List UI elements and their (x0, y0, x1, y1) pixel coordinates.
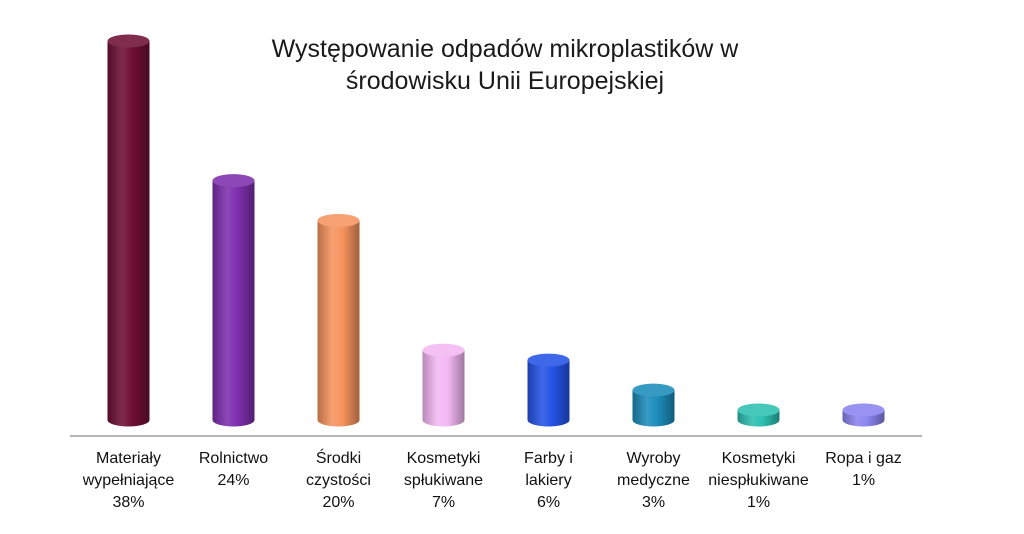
category-label-line: 1% (746, 494, 771, 511)
category-label-2: Środki czystości 20% (284, 448, 394, 514)
bar-5 (632, 383, 675, 427)
category-label-line: wypełniające (82, 472, 175, 489)
category-label-line: czystości (306, 472, 371, 489)
category-label-0: Materiały wypełniające 38% (74, 448, 184, 514)
bar-body (317, 220, 360, 427)
chart-title-line-1: Występowanie odpadów mikroplastików w (271, 35, 739, 63)
category-label-line: lakiery (525, 472, 572, 489)
category-label-line: 38% (112, 494, 145, 511)
bar-body (632, 390, 675, 427)
category-label-line: Wyroby (626, 450, 681, 467)
category-label-1: Rolnictwo 24% (179, 448, 289, 492)
bar-body (212, 180, 255, 427)
chart-title-line-2: środowisku Unii Europejskiej (345, 67, 665, 95)
bar-body (107, 41, 150, 427)
category-label-line: niespłukiwane (708, 472, 809, 489)
category-label-6: Kosmetyki niespłukiwane 1% (704, 448, 814, 514)
bar-3 (422, 343, 465, 427)
category-label-line: 1% (851, 472, 876, 489)
category-label-line: 20% (322, 494, 355, 511)
bar-top-cap (212, 174, 255, 188)
bar-top-cap (842, 403, 885, 417)
category-label-5: Wyroby medyczne 3% (599, 448, 709, 514)
bar-body (527, 360, 570, 427)
category-label-line: medyczne (617, 472, 690, 489)
category-label-line: Środki (315, 450, 362, 467)
bar-top-cap (737, 403, 780, 417)
bar-body (422, 350, 465, 427)
bar-top-cap (317, 214, 360, 228)
bar-0 (107, 34, 150, 427)
category-label-line: Farby i (524, 450, 573, 467)
category-label-line: spłukiwane (403, 472, 484, 489)
category-label-line: 3% (641, 494, 666, 511)
chart-title: Występowanie odpadów mikroplastików w śr… (160, 33, 850, 97)
category-label-line: Kosmetyki (406, 450, 481, 467)
category-label-line: Materiały (96, 450, 161, 467)
bar-top-cap (422, 343, 465, 357)
bar-2 (317, 214, 360, 427)
category-label-line: 7% (431, 494, 456, 511)
bar-top-cap (107, 34, 150, 48)
category-label-7: Ropa i gaz 1% (809, 448, 919, 492)
category-label-line: Ropa i gaz (825, 450, 902, 467)
bar-1 (212, 174, 255, 427)
bar-4 (527, 353, 570, 427)
bar-7 (842, 403, 885, 427)
category-label-line: 24% (217, 472, 250, 489)
category-label-4: Farby i lakiery 6% (494, 448, 604, 514)
bar-top-cap (632, 383, 675, 397)
category-label-3: Kosmetyki spłukiwane 7% (389, 448, 499, 514)
category-label-line: 6% (536, 494, 561, 511)
category-label-line: Kosmetyki (721, 450, 796, 467)
category-label-line: Rolnictwo (198, 450, 269, 467)
bar-top-cap (527, 353, 570, 367)
bar-6 (737, 403, 780, 427)
